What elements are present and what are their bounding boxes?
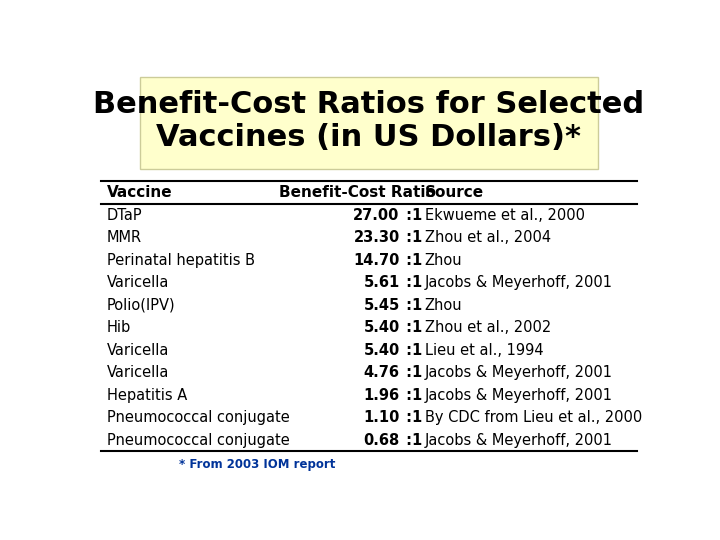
Text: Ekwueme et al., 2000: Ekwueme et al., 2000 — [425, 207, 585, 222]
Text: DTaP: DTaP — [107, 207, 143, 222]
Text: 5.61: 5.61 — [364, 275, 400, 290]
Text: 5.40: 5.40 — [364, 343, 400, 357]
Text: Jacobs & Meyerhoff, 2001: Jacobs & Meyerhoff, 2001 — [425, 275, 613, 290]
Text: :1: :1 — [401, 320, 423, 335]
Text: Hepatitis A: Hepatitis A — [107, 388, 187, 403]
Text: 5.40: 5.40 — [364, 320, 400, 335]
Text: Pneumococcal conjugate: Pneumococcal conjugate — [107, 410, 289, 425]
Text: :1: :1 — [401, 433, 423, 448]
Text: Vaccine: Vaccine — [107, 185, 172, 200]
Text: 1.96: 1.96 — [364, 388, 400, 403]
Text: Zhou: Zhou — [425, 298, 462, 313]
Text: Benefit-Cost Ratios for Selected
Vaccines (in US Dollars)*: Benefit-Cost Ratios for Selected Vaccine… — [94, 90, 644, 152]
Text: 23.30: 23.30 — [354, 230, 400, 245]
Text: Lieu et al., 1994: Lieu et al., 1994 — [425, 343, 544, 357]
Text: 14.70: 14.70 — [354, 253, 400, 267]
Text: Jacobs & Meyerhoff, 2001: Jacobs & Meyerhoff, 2001 — [425, 388, 613, 403]
Text: :1: :1 — [401, 365, 423, 380]
Text: 0.68: 0.68 — [364, 433, 400, 448]
Text: Zhou: Zhou — [425, 253, 462, 267]
Text: Varicella: Varicella — [107, 365, 169, 380]
Text: Hib: Hib — [107, 320, 131, 335]
Text: Pneumococcal conjugate: Pneumococcal conjugate — [107, 433, 289, 448]
Text: :1: :1 — [401, 410, 423, 425]
FancyBboxPatch shape — [140, 77, 598, 168]
Text: :1: :1 — [401, 343, 423, 357]
Text: 27.00: 27.00 — [354, 207, 400, 222]
Text: Zhou et al., 2004: Zhou et al., 2004 — [425, 230, 551, 245]
Text: Varicella: Varicella — [107, 343, 169, 357]
Text: :1: :1 — [401, 253, 423, 267]
Text: :1: :1 — [401, 230, 423, 245]
Text: :1: :1 — [401, 388, 423, 403]
Text: 5.45: 5.45 — [364, 298, 400, 313]
Text: Benefit-Cost Ratio: Benefit-Cost Ratio — [279, 185, 436, 200]
Text: Perinatal hepatitis B: Perinatal hepatitis B — [107, 253, 255, 267]
Text: 4.76: 4.76 — [364, 365, 400, 380]
Text: 1.10: 1.10 — [364, 410, 400, 425]
Text: :1: :1 — [401, 275, 423, 290]
Text: Jacobs & Meyerhoff, 2001: Jacobs & Meyerhoff, 2001 — [425, 365, 613, 380]
Text: By CDC from Lieu et al., 2000: By CDC from Lieu et al., 2000 — [425, 410, 642, 425]
Text: * From 2003 IOM report: * From 2003 IOM report — [179, 458, 336, 471]
Text: Jacobs & Meyerhoff, 2001: Jacobs & Meyerhoff, 2001 — [425, 433, 613, 448]
Text: Source: Source — [425, 185, 484, 200]
Text: Zhou et al., 2002: Zhou et al., 2002 — [425, 320, 551, 335]
Text: Varicella: Varicella — [107, 275, 169, 290]
Text: :1: :1 — [401, 207, 423, 222]
Text: Polio(IPV): Polio(IPV) — [107, 298, 176, 313]
Text: :1: :1 — [401, 298, 423, 313]
Text: MMR: MMR — [107, 230, 142, 245]
